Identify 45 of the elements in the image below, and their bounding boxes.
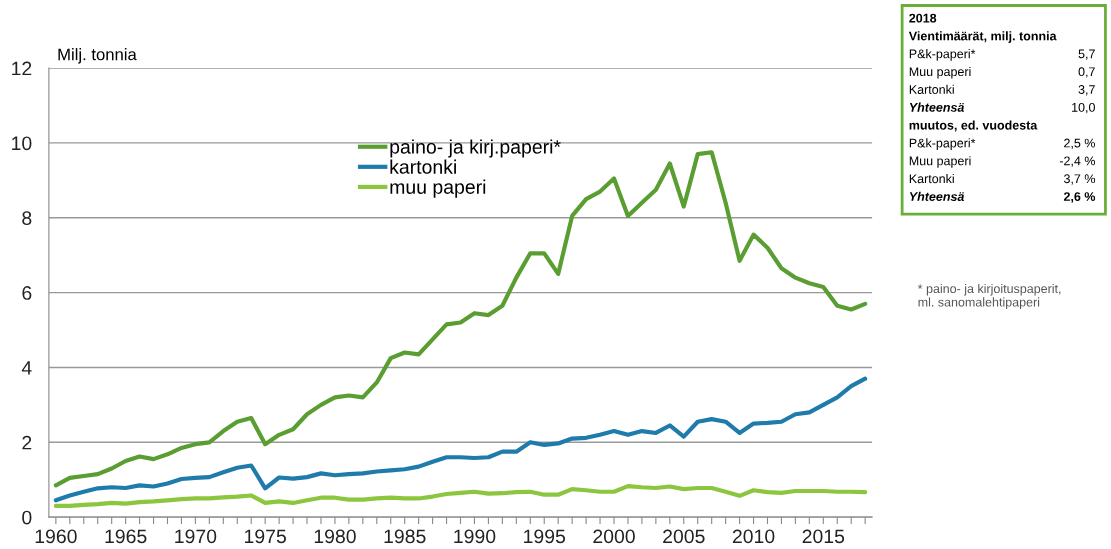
- x-tick-label: 1960: [35, 529, 77, 544]
- text: -2,4 %: [1059, 156, 1095, 167]
- y-tick-label: 12: [12, 61, 32, 76]
- y-tick-label: 10: [12, 136, 32, 151]
- text: Kartonki: [909, 84, 954, 94]
- y-tick-label: 6: [22, 286, 32, 300]
- text: P&k-paperi*: [909, 138, 976, 150]
- text: 5,7: [1078, 49, 1095, 60]
- text: Yhteensä: [909, 102, 965, 112]
- x-tick-label: 1970: [175, 529, 217, 544]
- y-tick-label: 0: [22, 510, 32, 525]
- x-tick-label: 2000: [593, 529, 635, 544]
- x-tick-label: 1975: [245, 529, 286, 544]
- x-tick-label: 1995: [524, 529, 566, 544]
- text: 0,7: [1078, 67, 1095, 78]
- text: Kartonki: [909, 173, 954, 184]
- y-tick-label: 8: [22, 211, 32, 226]
- line-series: [53, 376, 868, 503]
- text: Yhteensä: [909, 191, 965, 201]
- text: Vientimäärät, milj. tonnia: [908, 31, 1057, 43]
- x-tick-label: 1965: [105, 529, 147, 544]
- text: * paino- ja kirjoituspaperit, ml. sanomalehtipaperi: [917, 283, 1061, 310]
- text: 2,6 %: [1063, 192, 1096, 203]
- text: 2,5 %: [1064, 138, 1095, 149]
- text: Muu paperi: [909, 156, 971, 168]
- x-tick-label: 1985: [384, 529, 426, 544]
- legend-label: kartonki: [390, 159, 456, 174]
- y-axis-title: Milj. tonnia: [58, 48, 137, 64]
- x-tick-label: 2010: [732, 529, 775, 544]
- y-tick-label: 4: [21, 361, 32, 375]
- line-series: [53, 484, 868, 509]
- text: P&k-paperi*: [909, 49, 976, 61]
- y-tick-label: 2: [22, 435, 32, 450]
- x-tick-label: 2015: [802, 529, 845, 544]
- text: 3,7: [1078, 85, 1095, 96]
- x-tick-label: 1990: [454, 529, 496, 544]
- x-tick-label: 2005: [663, 529, 705, 544]
- text: 2018: [909, 13, 937, 23]
- text: 10,0: [1072, 102, 1095, 114]
- text: 3,7 %: [1063, 174, 1095, 185]
- x-tick-label: 1980: [314, 529, 356, 544]
- legend-label: paino- ja kirj.paperi*: [390, 139, 561, 158]
- legend-label: muu paperi: [390, 179, 486, 198]
- text: Muu paperi: [909, 66, 971, 79]
- text: muutos, ed. vuodesta: [909, 120, 1038, 132]
